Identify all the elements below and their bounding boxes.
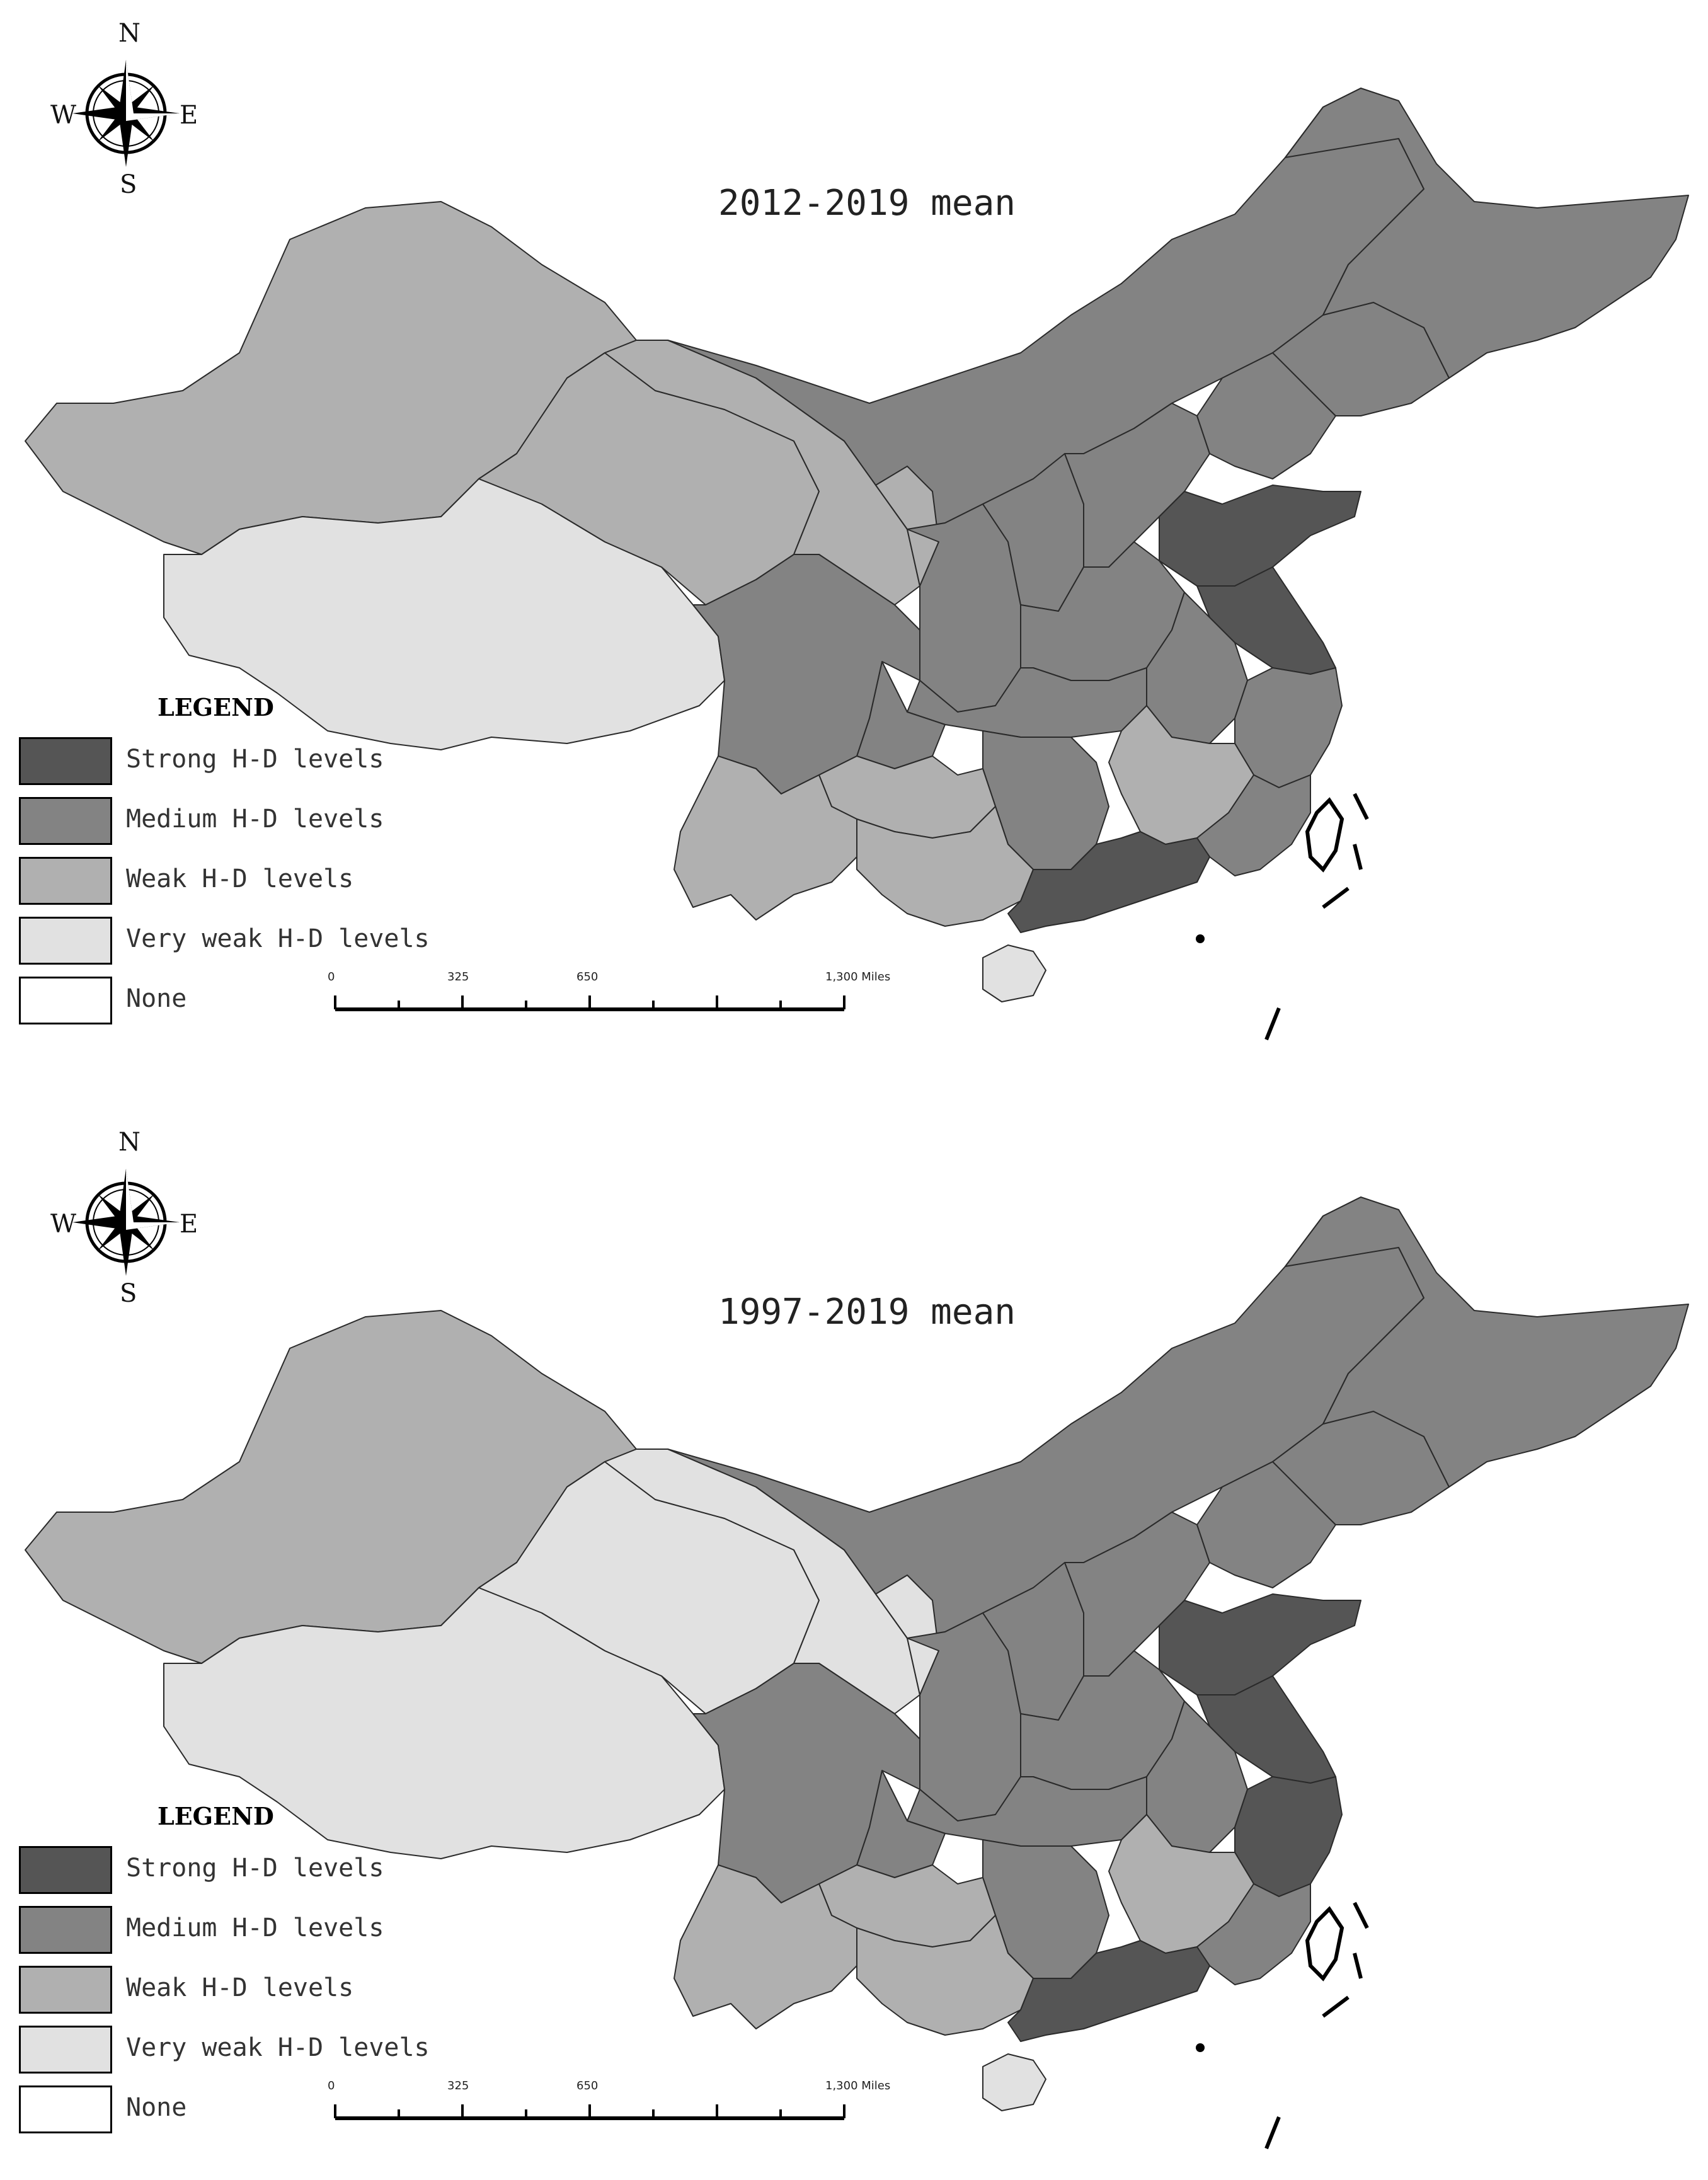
region-zhejiang	[1234, 1776, 1343, 1897]
compass-north-label: N	[118, 1128, 140, 1157]
region-shandong	[1159, 485, 1361, 587]
legend-label: Weak H-D levels	[126, 1973, 354, 2002]
sea-boundary-dash	[1353, 1953, 1363, 1979]
region-fujian	[1196, 774, 1311, 876]
legend-title: LEGEND	[158, 693, 274, 721]
sea-boundary-dash	[1322, 1995, 1350, 2018]
legend-swatch	[19, 857, 112, 905]
legend-label: Very weak H-D levels	[126, 2033, 430, 2062]
legend-swatch	[19, 917, 112, 965]
legend-label: Medium H-D levels	[126, 1913, 384, 1942]
region-yunnan	[673, 1864, 857, 2029]
sea-boundary-dash	[1353, 1902, 1369, 1929]
scale-bar: 0 325 650 1,300 Miles	[328, 970, 890, 1021]
map-title: 2012-2019 mean	[718, 183, 1016, 224]
map-title: 1997-2019 mean	[718, 1292, 1016, 1333]
scale-bar-label: 1,300 Miles	[825, 970, 891, 984]
compass-south-label: S	[120, 1279, 137, 1308]
legend-swatch	[19, 1846, 112, 1894]
legend-label: Weak H-D levels	[126, 864, 354, 893]
region-guangdong	[1007, 1940, 1210, 2042]
compass-west-label: W	[50, 101, 77, 130]
region-hubei	[907, 1776, 1147, 1847]
region-liaoning	[1196, 1461, 1336, 1588]
region-taiwan	[1305, 1906, 1344, 1982]
island-dot	[1196, 2043, 1205, 2052]
region-hubei	[907, 667, 1147, 738]
scale-bar: 0 325 650 1,300 Miles	[328, 2079, 890, 2130]
island-dot	[1196, 934, 1205, 943]
legend-swatch	[19, 2026, 112, 2074]
sea-boundary-dash	[1322, 886, 1350, 909]
legend-label: Strong H-D levels	[126, 1854, 384, 1883]
region-liaoning	[1196, 352, 1336, 479]
map-panel-bottom: N S E W 1997-2019 mean LEGEND Strong H-D…	[0, 1109, 1708, 2180]
sea-boundary-dash	[1264, 1007, 1281, 1041]
region-fujian	[1196, 1883, 1311, 1985]
legend-item-medium: Medium H-D levels	[19, 797, 473, 847]
compass-east-label: E	[180, 1210, 198, 1239]
compass-north-label: N	[118, 19, 140, 48]
legend-label: None	[126, 2093, 187, 2122]
sea-boundary-dash	[1353, 844, 1363, 870]
legend-label: None	[126, 984, 187, 1013]
legend-title: LEGEND	[158, 1802, 274, 1830]
scale-bar-label: 0	[328, 2079, 335, 2092]
legend-item-very-weak: Very weak H-D levels	[19, 917, 473, 967]
region-shandong	[1159, 1593, 1361, 1695]
legend-item-very-weak: Very weak H-D levels	[19, 2026, 473, 2076]
legend-label: Very weak H-D levels	[126, 924, 430, 953]
region-hainan	[982, 944, 1046, 1002]
compass-icon	[72, 1169, 180, 1276]
legend-swatch	[19, 737, 112, 785]
compass-rose: N S E W	[50, 19, 202, 199]
map-panel-top: N S E W 2012-2019 mean LEGEND Strong H-D…	[0, 0, 1708, 1071]
scale-bar-label: 325	[447, 970, 469, 984]
compass-west-label: W	[50, 1210, 77, 1239]
compass-rose: N S E W	[50, 1128, 202, 1308]
compass-icon	[72, 60, 180, 167]
scale-bar-label: 1,300 Miles	[825, 2079, 891, 2092]
legend-label: Medium H-D levels	[126, 805, 384, 834]
legend-item-none: None	[19, 977, 473, 1027]
compass-east-label: E	[180, 101, 198, 130]
legend-item-strong: Strong H-D levels	[19, 1846, 473, 1896]
scale-bar-label: 0	[328, 970, 335, 984]
legend-item-weak: Weak H-D levels	[19, 857, 473, 907]
legend-swatch	[19, 1966, 112, 2014]
legend-item-weak: Weak H-D levels	[19, 1966, 473, 2016]
legend-item-none: None	[19, 2085, 473, 2136]
region-heilongjiang	[1285, 1196, 1689, 1488]
region-zhejiang	[1234, 667, 1343, 788]
sea-boundary-dash	[1264, 2116, 1281, 2150]
sea-boundary-dash	[1353, 793, 1369, 820]
china-choropleth-map	[25, 1196, 1689, 2150]
legend-item-strong: Strong H-D levels	[19, 737, 473, 788]
region-yunnan	[673, 755, 857, 921]
legend-item-medium: Medium H-D levels	[19, 1906, 473, 1956]
legend-swatch	[19, 797, 112, 845]
region-taiwan	[1305, 797, 1344, 873]
china-choropleth-map	[25, 88, 1689, 1041]
scale-bar-label: 650	[576, 970, 599, 984]
region-hainan	[982, 2053, 1046, 2111]
scale-bar-label: 325	[447, 2079, 469, 2092]
legend-label: Strong H-D levels	[126, 745, 384, 774]
legend-swatch	[19, 2085, 112, 2133]
scale-bar-graphic	[334, 2104, 845, 2120]
legend-swatch	[19, 1906, 112, 1954]
region-heilongjiang	[1285, 88, 1689, 379]
region-guangdong	[1007, 831, 1210, 933]
legend-swatch	[19, 977, 112, 1024]
scale-bar-label: 650	[576, 2079, 599, 2092]
scale-bar-graphic	[334, 995, 845, 1011]
compass-south-label: S	[120, 170, 137, 199]
